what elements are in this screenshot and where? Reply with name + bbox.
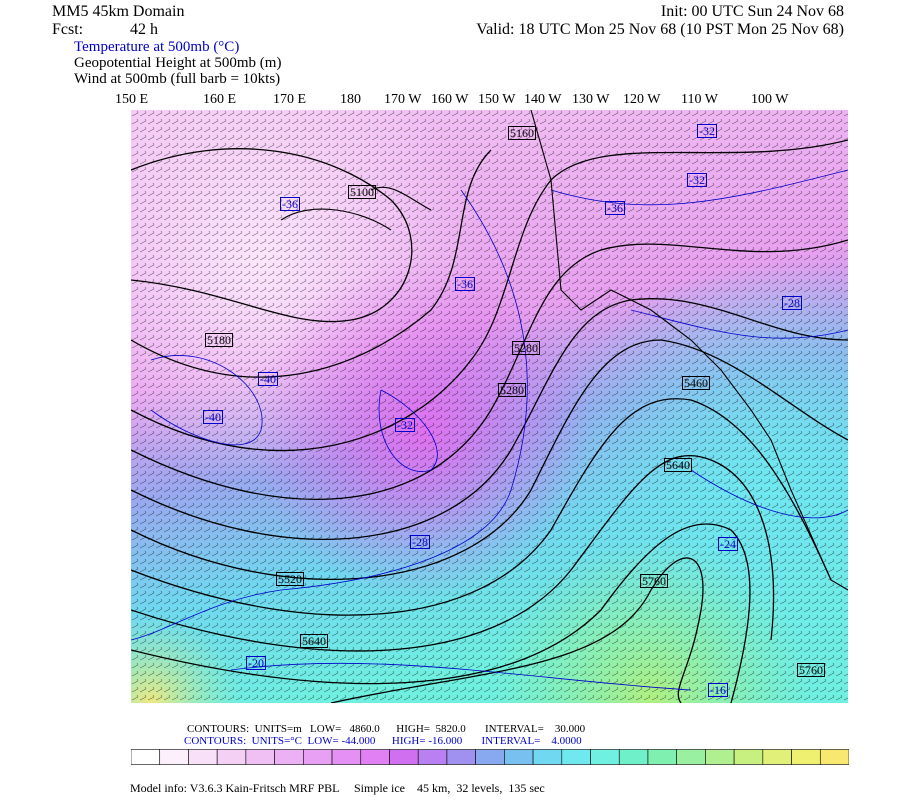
- color-swatch: [216, 749, 247, 765]
- color-swatch: [360, 749, 390, 765]
- color-swatch: [504, 749, 534, 765]
- color-swatch: [561, 749, 591, 765]
- color-swatch: [331, 749, 362, 765]
- longitude-label: 160 E: [203, 92, 237, 107]
- height-contour-label: 5760: [640, 574, 668, 588]
- height-contour-label: 5280: [512, 341, 540, 355]
- model-info: Model info: V3.6.3 Kain-Fritsch MRF PBL …: [130, 781, 545, 795]
- longitude-label: 110 W: [681, 92, 718, 107]
- field-name: Geopotential Height at 500mb (m): [74, 55, 282, 71]
- temperature-contour-label: -28: [410, 535, 430, 549]
- height-contour-label: 5640: [300, 634, 328, 648]
- height-contour-label: 5760: [797, 663, 825, 677]
- field-name: Wind at 500mb (full barb = 10kts): [74, 71, 281, 87]
- color-swatch: [446, 749, 476, 765]
- domain-title: MM5 45km Domain: [52, 3, 185, 20]
- longitude-label: 100 W: [751, 92, 789, 107]
- color-swatch: [590, 749, 620, 765]
- temperature-contour-label: -36: [605, 201, 625, 215]
- init-time: Init: 00 UTC Sun 24 Nov 68: [660, 3, 844, 20]
- color-swatch: [131, 749, 161, 765]
- temperature-contour-label: -40: [258, 372, 278, 386]
- height-contour-label: 5100: [348, 185, 376, 199]
- longitude-label: 180: [340, 92, 361, 107]
- color-swatch: [303, 749, 333, 765]
- longitude-label: 170 E: [273, 92, 307, 107]
- height-contour-label: 5640: [664, 458, 692, 472]
- temperature-contour-label: -32: [697, 124, 717, 138]
- color-swatch: [188, 749, 218, 765]
- temperature-contour-label: -32: [687, 173, 707, 187]
- longitude-label: 140 W: [524, 92, 562, 107]
- forecast-label: Fcst:: [52, 21, 84, 38]
- longitude-label: 170 W: [384, 92, 422, 107]
- color-swatch: [417, 749, 448, 765]
- height-contour-label: 5460: [682, 376, 710, 390]
- color-swatch: [705, 749, 735, 765]
- temperature-contour-label: -16: [708, 683, 728, 697]
- longitude-label: 150 E: [115, 92, 149, 107]
- temperature-contour-label: -40: [203, 410, 223, 424]
- forecast-hours: 42 h: [130, 21, 158, 38]
- color-swatch: [791, 749, 821, 765]
- color-swatch: [159, 749, 189, 765]
- longitude-label: 120 W: [623, 92, 661, 107]
- longitude-label: 160 W: [431, 92, 469, 107]
- color-swatch: [532, 749, 563, 765]
- temperature-contour-label: -32: [395, 418, 415, 432]
- height-contour-label: 5280: [498, 383, 526, 397]
- longitude-label: 150 W: [478, 92, 516, 107]
- temperature-contour-label: -36: [455, 277, 475, 291]
- color-swatch: [475, 749, 505, 765]
- height-contour-label: 5160: [508, 126, 536, 140]
- temperature-contour-info: CONTOURS: UNITS=°C LOW= -44.000 HIGH= -1…: [184, 735, 582, 747]
- color-swatch: [618, 749, 649, 765]
- color-swatch: [762, 749, 792, 765]
- temperature-contour-label: -28: [782, 296, 802, 310]
- color-swatch: [733, 749, 764, 765]
- height-contour-label: 5520: [276, 572, 304, 586]
- height-contour-label: 5180: [205, 333, 233, 347]
- color-swatch: [274, 749, 304, 765]
- color-swatch: [819, 749, 849, 765]
- color-swatch: [647, 749, 677, 765]
- temperature-contour-label: -20: [246, 656, 266, 670]
- map-panel: [131, 110, 848, 703]
- height-contour-info: CONTOURS: UNITS=m LOW= 4860.0 HIGH= 5820…: [187, 723, 586, 735]
- valid-time: Valid: 18 UTC Mon 25 Nov 68 (10 PST Mon …: [476, 21, 844, 38]
- field-name: Temperature at 500mb (°C): [74, 39, 240, 55]
- color-bar: [131, 749, 849, 765]
- color-swatch: [245, 749, 275, 765]
- temperature-contour-label: -36: [280, 197, 300, 211]
- temperature-contour-label: -24: [718, 537, 738, 551]
- color-swatch: [389, 749, 419, 765]
- color-swatch: [676, 749, 706, 765]
- longitude-label: 130 W: [572, 92, 610, 107]
